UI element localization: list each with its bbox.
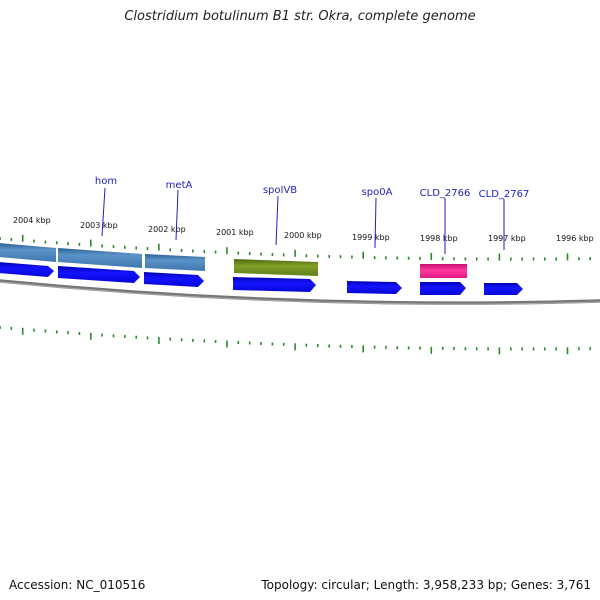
gene-feature-CLD-2766[interactable] bbox=[420, 264, 467, 278]
cds-arrow[interactable] bbox=[144, 272, 204, 287]
tick-label: 1997 kbp bbox=[488, 234, 526, 243]
cds-arrow[interactable] bbox=[233, 277, 316, 292]
gene-label-CLD-2767[interactable]: CLD_2767 bbox=[479, 189, 530, 200]
genome-summary: Topology: circular; Length: 3,958,233 bp… bbox=[261, 578, 591, 592]
gene-label-hom[interactable]: hom bbox=[95, 176, 117, 187]
gene-feature[interactable] bbox=[0, 243, 56, 262]
gene-label-metA[interactable]: metA bbox=[166, 180, 193, 191]
accession-label: Accession: NC_010516 bbox=[9, 578, 146, 592]
cds-track bbox=[0, 262, 523, 295]
tick-label: 1998 kbp bbox=[420, 234, 458, 243]
cds-arrow[interactable] bbox=[58, 266, 140, 283]
outer-tick-track bbox=[0, 234, 592, 261]
tick-label: 1996 kbp bbox=[556, 234, 594, 243]
label-leaders bbox=[101, 187, 505, 254]
page-title: Clostridium botulinum B1 str. Okra, comp… bbox=[124, 9, 476, 24]
tick-label: 1999 kbp bbox=[352, 233, 390, 242]
cds-arrow[interactable] bbox=[484, 283, 523, 295]
gene-track bbox=[0, 243, 467, 278]
coordinate-labels: 2004 kbp 2003 kbp 2002 kbp 2001 kbp 2000… bbox=[13, 216, 594, 243]
gene-label-CLD-2766[interactable]: CLD_2766 bbox=[420, 188, 471, 199]
cds-arrow[interactable] bbox=[347, 281, 402, 294]
tick-label: 2003 kbp bbox=[80, 221, 118, 230]
tick-label: 2004 kbp bbox=[13, 216, 51, 225]
gene-label-spoIVB[interactable]: spoIVB bbox=[263, 185, 297, 196]
tick-label: 2002 kbp bbox=[148, 225, 186, 234]
gene-labels: hom metA spoIVB spo0A CLD_2766 CLD_2767 bbox=[95, 176, 529, 200]
tick-label: 2000 kbp bbox=[284, 231, 322, 240]
gene-feature[interactable] bbox=[58, 248, 142, 268]
tick-label: 2001 kbp bbox=[216, 228, 254, 237]
genome-backbone bbox=[0, 279, 600, 305]
cds-arrow[interactable] bbox=[420, 282, 466, 295]
gene-label-spo0A[interactable]: spo0A bbox=[362, 187, 393, 198]
gene-feature-spoIVB[interactable] bbox=[234, 259, 318, 276]
inner-tick-track bbox=[0, 326, 592, 355]
gene-feature[interactable] bbox=[145, 254, 205, 271]
cds-arrow[interactable] bbox=[0, 262, 54, 277]
